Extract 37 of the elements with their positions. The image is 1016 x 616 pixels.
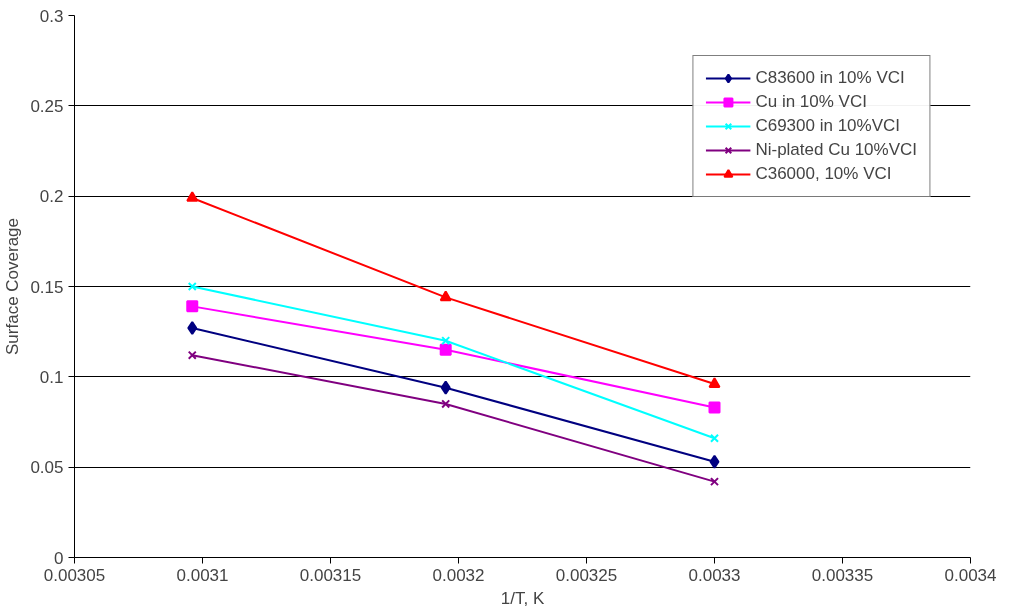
y-tick-label: 0.3 — [39, 6, 64, 26]
y-tick-label: 0.15 — [30, 277, 64, 297]
legend-label: C36000, 10% VCI — [755, 164, 892, 184]
point — [187, 350, 197, 360]
y-tick-label: 0.25 — [30, 96, 64, 116]
point — [187, 281, 197, 292]
point — [439, 343, 452, 356]
x-tick-label: 0.0032 — [432, 565, 485, 585]
point — [187, 321, 198, 336]
legend-label: Ni-plated Cu 10%VCI — [755, 140, 917, 160]
y-tick-label: 0 — [54, 548, 64, 568]
x-tick-label: 0.00335 — [811, 565, 874, 585]
y-tick-label: 0.1 — [39, 367, 64, 387]
point — [439, 290, 452, 302]
point — [709, 433, 720, 443]
y-tick-label: 0.2 — [39, 187, 64, 207]
x-axis-title: 1/T, K — [500, 588, 545, 608]
legend-label: C69300 in 10%VCI — [755, 116, 901, 136]
point — [709, 477, 720, 487]
x-tick-label: 0.00305 — [43, 565, 106, 585]
point — [441, 336, 451, 346]
x-tick-label: 0.0031 — [176, 565, 229, 585]
x-tick-label: 0.00315 — [299, 565, 362, 585]
point — [441, 399, 451, 409]
legend-label: C83600 in 10% VCI — [755, 68, 905, 88]
y-axis-title: Surface Coverage — [3, 217, 23, 356]
point — [708, 377, 721, 388]
point — [186, 191, 199, 202]
legend-label: Cu in 10% VCI — [755, 92, 867, 112]
point — [708, 401, 721, 414]
point — [709, 454, 720, 469]
x-tick-label: 0.0033 — [688, 565, 741, 585]
y-tick-label: 0.05 — [30, 458, 64, 478]
x-tick-label: 0.00325 — [555, 565, 618, 585]
point — [440, 380, 451, 395]
x-tick-label: 0.0034 — [944, 565, 997, 585]
point — [186, 300, 199, 313]
